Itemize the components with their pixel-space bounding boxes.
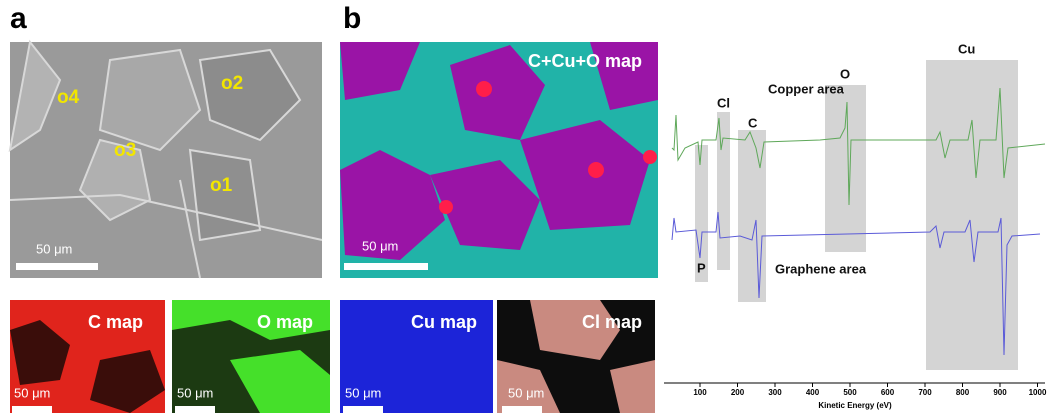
x-ticks: 100 200 300 400 500 600 700 800 900 1000	[693, 383, 1047, 397]
x-tick-label: 100	[693, 388, 707, 397]
peak-label: O	[840, 66, 850, 81]
point-label: o1	[210, 175, 233, 196]
scale-bar-label: 50 μm	[345, 385, 381, 400]
element-map: Cu map 50 μm	[340, 300, 493, 413]
peak-label: Cl	[717, 95, 730, 110]
scale-bar-label: 50 μm	[508, 385, 544, 400]
x-tick-label: 500	[843, 388, 857, 397]
x-tick-label: 800	[956, 388, 970, 397]
scale-bar	[16, 263, 98, 270]
element-map: C map 50 μm	[10, 300, 165, 413]
region-label: Copper area	[768, 81, 845, 96]
x-tick-label: 700	[918, 388, 932, 397]
panel-label: b	[343, 2, 361, 35]
point-label: o4	[57, 87, 80, 108]
map-title: Cu map	[411, 312, 477, 332]
x-tick-label: 600	[881, 388, 895, 397]
x-tick-label: 900	[993, 388, 1007, 397]
scale-bar	[343, 406, 383, 413]
map-title: O map	[257, 312, 313, 332]
region-box	[695, 60, 1018, 370]
figure: a o1 o2 o3 o4 50 μm b C+Cu+O map 50 μm C…	[0, 0, 1048, 413]
scale-bar	[175, 406, 215, 413]
region-label: Graphene area	[775, 261, 867, 276]
map-title: C+Cu+O map	[528, 51, 642, 71]
map-title: Cl map	[582, 312, 642, 332]
scale-bar	[12, 406, 52, 413]
peak-label: Cu	[958, 41, 975, 56]
x-axis-label: Kinetic Energy (eV)	[818, 401, 892, 410]
x-tick-label: 400	[806, 388, 820, 397]
scale-bar-label: 50 μm	[177, 385, 213, 400]
scale-bar-label: 50 μm	[14, 385, 50, 400]
x-tick-label: 300	[768, 388, 782, 397]
element-map: Cl map 50 μm	[497, 300, 655, 413]
panel-label: a	[10, 2, 27, 35]
scale-bar	[344, 263, 428, 270]
scale-bar-label: 50 μm	[362, 238, 398, 253]
x-tick-label: 200	[731, 388, 745, 397]
peak-label: P	[697, 260, 706, 275]
peak-label: C	[748, 115, 758, 130]
x-tick-label: 1000	[1029, 388, 1047, 397]
element-map: O map 50 μm	[172, 300, 330, 413]
map-title: C map	[88, 312, 143, 332]
scale-bar-label: 50 μm	[36, 241, 72, 256]
point-label: o3	[114, 140, 136, 161]
point-label: o2	[221, 73, 243, 94]
scale-bar	[502, 406, 542, 413]
